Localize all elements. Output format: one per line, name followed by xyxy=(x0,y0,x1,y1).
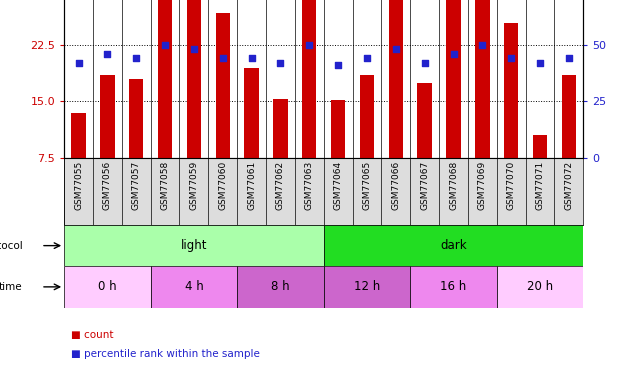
Text: GSM77059: GSM77059 xyxy=(189,161,199,210)
Bar xyxy=(562,75,576,158)
Point xyxy=(218,56,228,62)
Text: GSM77057: GSM77057 xyxy=(131,161,141,210)
Point xyxy=(506,56,517,62)
Point xyxy=(188,46,199,53)
Bar xyxy=(533,135,547,158)
Bar xyxy=(237,266,324,308)
Point xyxy=(362,56,372,62)
Text: light: light xyxy=(181,239,207,252)
Text: GSM77063: GSM77063 xyxy=(304,161,314,210)
Text: GSM77060: GSM77060 xyxy=(218,161,228,210)
Text: GSM77064: GSM77064 xyxy=(333,161,343,210)
Bar xyxy=(244,68,259,158)
Text: GSM77067: GSM77067 xyxy=(420,161,429,210)
Text: GSM77069: GSM77069 xyxy=(478,161,487,210)
Point xyxy=(276,60,286,66)
Text: GSM77058: GSM77058 xyxy=(160,161,170,210)
Point xyxy=(535,60,545,66)
Text: GSM77061: GSM77061 xyxy=(247,161,256,210)
Point xyxy=(160,42,171,48)
Text: GSM77070: GSM77070 xyxy=(506,161,516,210)
Bar xyxy=(302,0,317,158)
Bar xyxy=(388,0,403,158)
Bar xyxy=(324,266,410,308)
Text: 4 h: 4 h xyxy=(185,280,203,293)
Point xyxy=(246,56,256,62)
Bar xyxy=(475,0,490,158)
Bar xyxy=(71,112,86,158)
Bar xyxy=(410,266,497,308)
Bar xyxy=(187,0,201,158)
Point xyxy=(333,62,344,68)
Text: GSM77066: GSM77066 xyxy=(391,161,401,210)
Text: ■ count: ■ count xyxy=(71,330,113,340)
Point xyxy=(477,42,487,48)
Point xyxy=(391,46,401,53)
Text: GSM77065: GSM77065 xyxy=(362,161,372,210)
Bar xyxy=(497,266,583,308)
Text: GSM77072: GSM77072 xyxy=(564,161,574,210)
Bar xyxy=(100,75,115,158)
Point xyxy=(131,56,142,62)
Bar xyxy=(504,22,519,158)
Bar xyxy=(151,266,237,308)
Text: GSM77056: GSM77056 xyxy=(103,161,112,210)
Text: 20 h: 20 h xyxy=(527,280,553,293)
Point xyxy=(304,42,315,48)
Bar xyxy=(64,225,324,266)
Bar xyxy=(64,266,151,308)
Bar xyxy=(129,79,144,158)
Bar xyxy=(324,225,583,266)
Bar xyxy=(215,13,230,158)
Point xyxy=(449,51,459,57)
Bar xyxy=(331,100,345,158)
Text: ■ percentile rank within the sample: ■ percentile rank within the sample xyxy=(71,349,260,359)
Text: GSM77071: GSM77071 xyxy=(535,161,545,210)
Point xyxy=(420,60,430,66)
Point xyxy=(564,56,574,62)
Text: protocol: protocol xyxy=(0,241,22,250)
Bar xyxy=(417,82,432,158)
Point xyxy=(103,51,113,57)
Point xyxy=(74,60,83,66)
Text: time: time xyxy=(0,282,22,292)
Text: 8 h: 8 h xyxy=(271,280,290,293)
Bar xyxy=(360,75,374,158)
Text: GSM77068: GSM77068 xyxy=(449,161,458,210)
Bar xyxy=(158,0,172,158)
Text: GSM77062: GSM77062 xyxy=(276,161,285,210)
Text: dark: dark xyxy=(440,239,467,252)
Text: 0 h: 0 h xyxy=(98,280,117,293)
Text: 12 h: 12 h xyxy=(354,280,380,293)
Text: 16 h: 16 h xyxy=(440,280,467,293)
Text: GSM77055: GSM77055 xyxy=(74,161,83,210)
Bar xyxy=(446,0,461,158)
Bar xyxy=(273,99,288,158)
